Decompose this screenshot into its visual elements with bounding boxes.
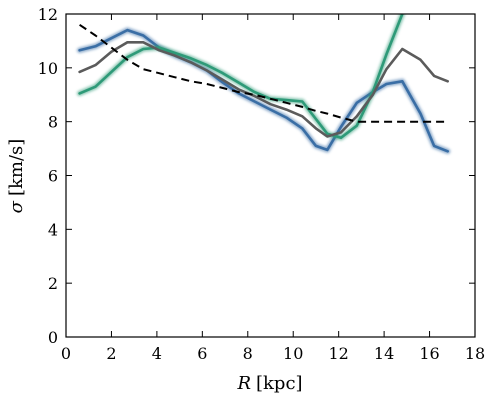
y-tick-label: 8 — [48, 113, 58, 132]
tick-label-layer: 0 2 4 6 8 10 12 14 16 18 0 2 4 6 8 10 12 — [38, 5, 486, 363]
y-tick-label: 2 — [48, 274, 58, 293]
series-line-0 — [78, 28, 449, 153]
plot-frame — [65, 13, 476, 338]
x-tick-label: 14 — [374, 344, 394, 363]
y-tick-label: 4 — [48, 220, 58, 239]
y-axis-label-symbol: σ — [6, 200, 27, 213]
x-tick-label: 8 — [243, 344, 253, 363]
x-tick-label: 10 — [283, 344, 303, 363]
series-line-1 — [78, 14, 404, 140]
series-line-3 — [79, 23, 448, 123]
x-axis-label-unit: [kpc] — [256, 373, 303, 394]
x-tick-label: 16 — [419, 344, 439, 363]
x-tick-label: 4 — [152, 344, 162, 363]
y-tick-label: 0 — [48, 328, 58, 347]
tick-layer — [65, 13, 476, 338]
y-tick-label: 12 — [38, 5, 58, 24]
y-axis-label-unit: [km/s] — [6, 139, 27, 196]
series-line-0-halo — [76, 27, 451, 155]
x-tick-label: 6 — [197, 344, 207, 363]
series-line-2 — [78, 41, 449, 138]
x-axis-label: R [kpc] — [236, 373, 302, 394]
x-tick-label: 12 — [328, 344, 348, 363]
x-axis-label-symbol: R — [236, 373, 251, 394]
y-tick-label: 6 — [48, 167, 58, 186]
x-tick-label: 2 — [106, 344, 116, 363]
x-tick-label: 0 — [61, 344, 71, 363]
x-tick-label: 18 — [465, 344, 485, 363]
series-layer — [76, 14, 451, 155]
y-axis-label: σ [km/s] — [6, 139, 27, 214]
y-tick-label: 10 — [38, 59, 58, 78]
